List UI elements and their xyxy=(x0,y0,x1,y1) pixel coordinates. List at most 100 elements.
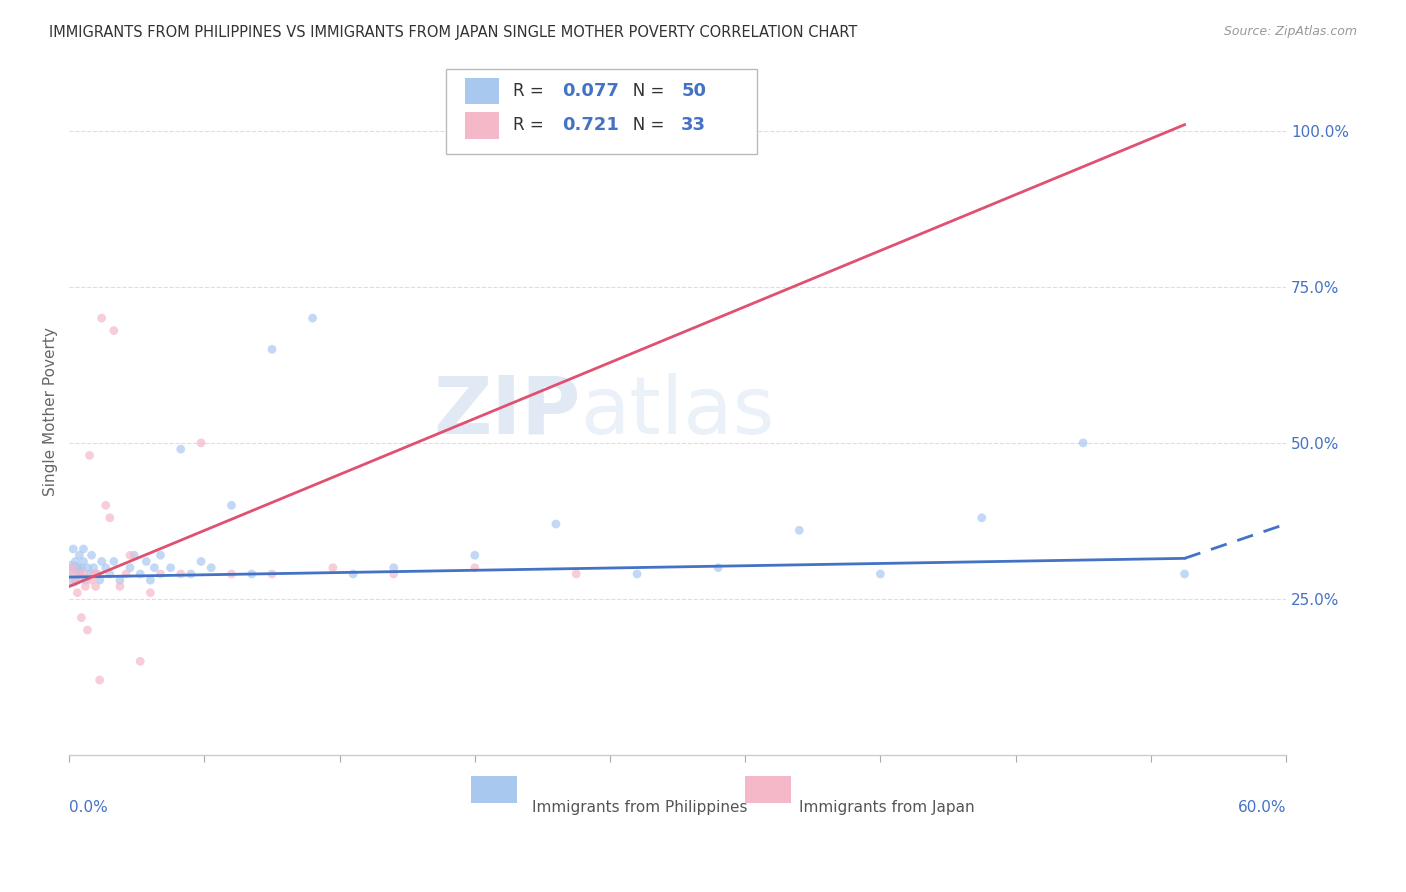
Point xyxy=(149,566,172,581)
Point xyxy=(139,585,162,599)
Point xyxy=(787,523,810,537)
Point xyxy=(83,560,105,574)
Text: 33: 33 xyxy=(682,117,706,135)
Point xyxy=(1174,566,1197,581)
Point xyxy=(72,566,94,581)
Point xyxy=(382,560,405,574)
Point xyxy=(139,573,162,587)
Point xyxy=(260,566,283,581)
Point xyxy=(84,579,107,593)
Point xyxy=(76,623,98,637)
Point xyxy=(221,566,243,581)
Point xyxy=(143,560,166,574)
Text: 0.0%: 0.0% xyxy=(69,799,108,814)
Point xyxy=(626,566,648,581)
Text: 0.721: 0.721 xyxy=(562,117,619,135)
Point xyxy=(464,548,486,562)
Text: 50: 50 xyxy=(682,82,706,100)
Point xyxy=(67,566,90,581)
Point xyxy=(75,573,97,587)
Point xyxy=(66,585,89,599)
Point xyxy=(135,554,157,568)
Point xyxy=(240,566,263,581)
Point xyxy=(129,566,152,581)
Point xyxy=(301,311,323,326)
Point xyxy=(108,573,131,587)
Point xyxy=(80,573,103,587)
Point xyxy=(86,566,108,581)
Point xyxy=(89,573,111,587)
Point xyxy=(129,654,152,668)
Point xyxy=(67,548,90,562)
FancyBboxPatch shape xyxy=(745,775,790,803)
Point xyxy=(170,442,193,457)
Text: Source: ZipAtlas.com: Source: ZipAtlas.com xyxy=(1223,25,1357,38)
Text: 0.077: 0.077 xyxy=(562,82,619,100)
Point xyxy=(149,548,172,562)
Point xyxy=(67,566,90,581)
Point xyxy=(80,548,103,562)
Point xyxy=(66,560,89,574)
Point xyxy=(869,566,891,581)
Text: ZIP: ZIP xyxy=(433,373,581,450)
Point xyxy=(72,554,94,568)
Point xyxy=(83,566,105,581)
Point xyxy=(221,498,243,512)
Point xyxy=(98,510,121,524)
Point xyxy=(122,548,145,562)
Point xyxy=(70,610,93,624)
Text: N =: N = xyxy=(617,117,669,135)
Text: R =: R = xyxy=(513,82,550,100)
Point xyxy=(103,554,125,568)
Point xyxy=(544,516,567,531)
Point xyxy=(79,449,101,463)
Point xyxy=(464,560,486,574)
Point xyxy=(70,560,93,574)
FancyBboxPatch shape xyxy=(447,69,756,154)
Point xyxy=(79,566,101,581)
Point xyxy=(94,560,117,574)
Point xyxy=(120,560,142,574)
Point xyxy=(94,498,117,512)
Point xyxy=(970,510,993,524)
Point xyxy=(72,541,94,556)
Bar xyxy=(464,112,499,138)
Point xyxy=(60,566,83,581)
Point xyxy=(322,560,344,574)
Point xyxy=(60,566,83,581)
Point xyxy=(103,324,125,338)
Point xyxy=(115,566,138,581)
Point xyxy=(76,560,98,574)
Point xyxy=(382,566,405,581)
Y-axis label: Single Mother Poverty: Single Mother Poverty xyxy=(44,327,58,496)
Point xyxy=(90,554,112,568)
Point xyxy=(65,573,87,587)
Point xyxy=(200,560,222,574)
Text: Immigrants from Japan: Immigrants from Japan xyxy=(799,799,974,814)
Text: N =: N = xyxy=(617,82,669,100)
Point xyxy=(180,566,202,581)
Point xyxy=(190,436,212,450)
Point xyxy=(108,579,131,593)
Point xyxy=(190,554,212,568)
Point xyxy=(170,566,193,581)
Point xyxy=(98,566,121,581)
Point xyxy=(90,311,112,326)
Text: Immigrants from Philippines: Immigrants from Philippines xyxy=(531,799,747,814)
Point xyxy=(65,573,87,587)
Point xyxy=(707,560,730,574)
Point xyxy=(75,579,97,593)
Point xyxy=(1071,436,1094,450)
Bar xyxy=(464,78,499,104)
Point xyxy=(62,541,84,556)
Point xyxy=(565,566,588,581)
Point xyxy=(260,343,283,357)
Point xyxy=(62,560,84,574)
Text: R =: R = xyxy=(513,117,550,135)
FancyBboxPatch shape xyxy=(471,775,517,803)
Text: IMMIGRANTS FROM PHILIPPINES VS IMMIGRANTS FROM JAPAN SINGLE MOTHER POVERTY CORRE: IMMIGRANTS FROM PHILIPPINES VS IMMIGRANT… xyxy=(49,25,858,40)
Point xyxy=(159,560,181,574)
Point xyxy=(120,548,142,562)
Point xyxy=(84,566,107,581)
Point xyxy=(65,554,87,568)
